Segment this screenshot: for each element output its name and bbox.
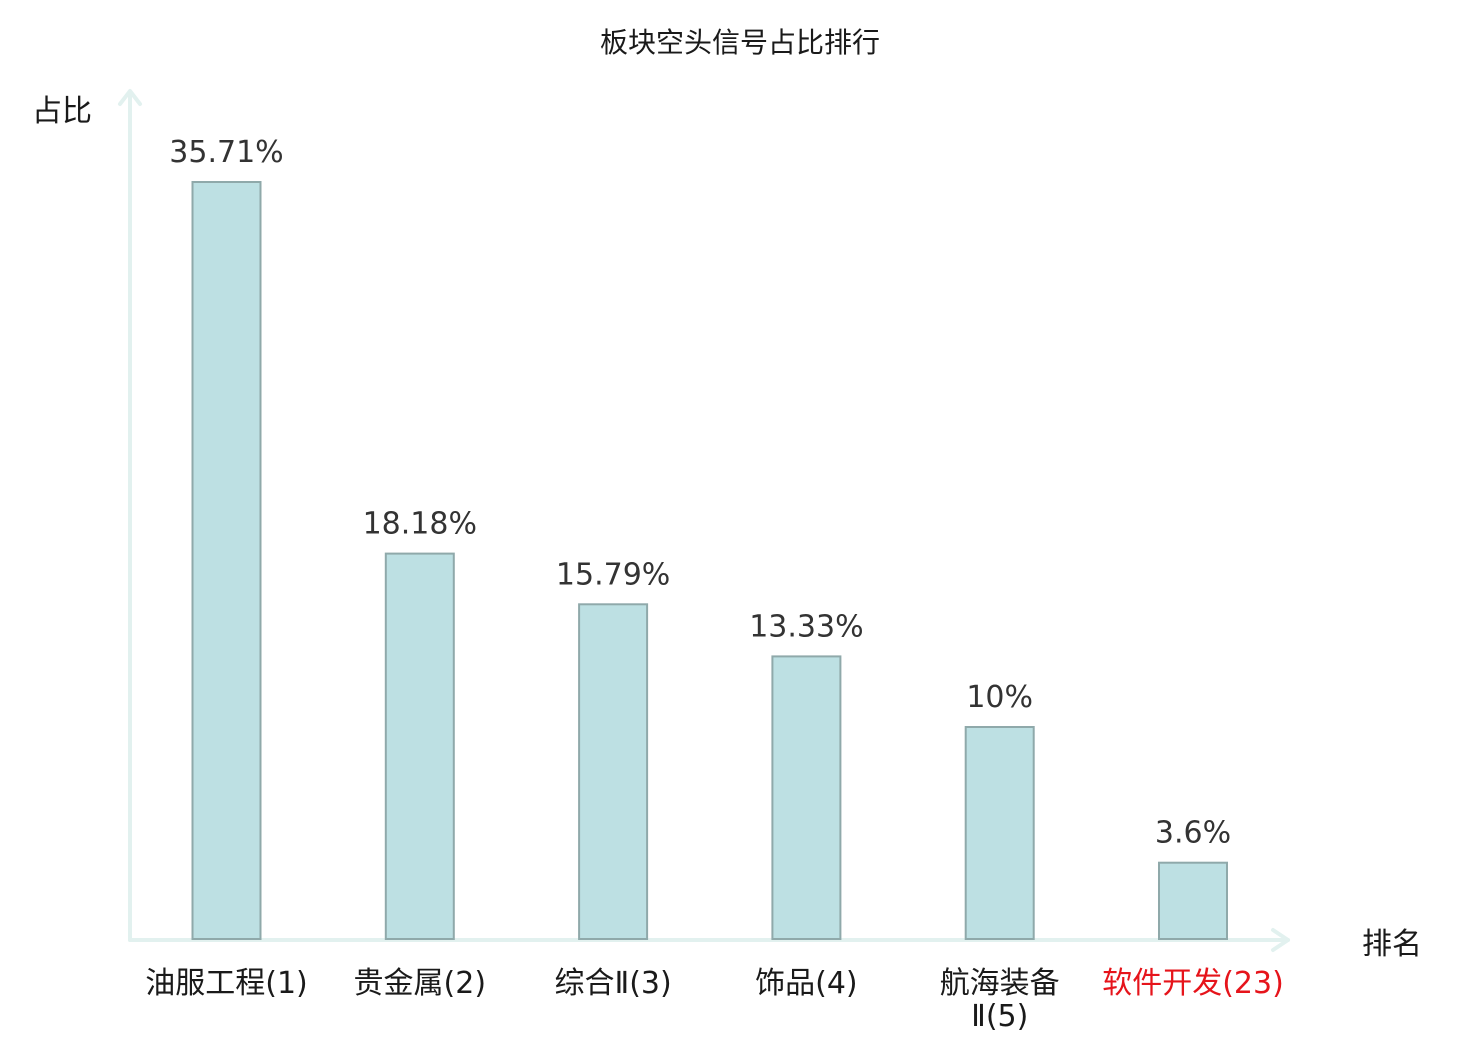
category-label: 软件开发(23): [1102, 966, 1284, 1001]
bar: [191, 181, 262, 940]
category-label: 饰品(4): [755, 966, 858, 1001]
category-label: 综合Ⅱ(3): [554, 966, 671, 1001]
bar-value-label: 35.71%: [169, 135, 283, 170]
bar-value-label: 10%: [966, 680, 1033, 715]
x-axis-arrow: [1271, 928, 1290, 952]
bar: [771, 655, 842, 941]
category-name: 饰品: [755, 966, 815, 1001]
bar-value-label: 13.33%: [749, 609, 863, 644]
y-axis: [118, 89, 142, 942]
y-axis-label: 占比: [32, 94, 92, 129]
chart-title: 板块空头信号占比排行: [600, 26, 880, 59]
category-name: 航海装备: [940, 966, 1060, 1001]
y-axis-arrow: [118, 89, 142, 106]
x-axis-label: 排名: [1362, 927, 1422, 962]
category-name: 软件开发: [1102, 966, 1222, 1001]
category-name: 油服工程: [145, 966, 265, 1001]
data-labels: 35.71% 18.18% 15.79% 13.33% 10% 3.6%: [169, 135, 1231, 851]
x-axis: [128, 928, 1290, 952]
category-rank: (1): [265, 966, 308, 1001]
category-rank: (4): [815, 966, 858, 1001]
category-rank: (23): [1222, 966, 1284, 1001]
bar-series: [191, 181, 1228, 941]
bar-value-label: 15.79%: [556, 557, 670, 592]
category-rank: (3): [629, 966, 672, 1001]
category-label: 油服工程(1): [145, 966, 308, 1001]
bar: [964, 726, 1035, 940]
bar-value-label: 3.6%: [1155, 816, 1231, 851]
category-rank: Ⅱ(5): [971, 999, 1028, 1034]
bar: [578, 603, 649, 940]
category-label: 贵金属(2): [354, 966, 487, 1001]
bar-value-label: 18.18%: [363, 507, 477, 542]
category-name: 综合Ⅱ: [554, 966, 629, 1001]
bar: [384, 552, 455, 940]
category-rank: (2): [444, 966, 487, 1001]
category-name: 贵金属: [354, 966, 444, 1001]
bar: [1158, 861, 1228, 941]
